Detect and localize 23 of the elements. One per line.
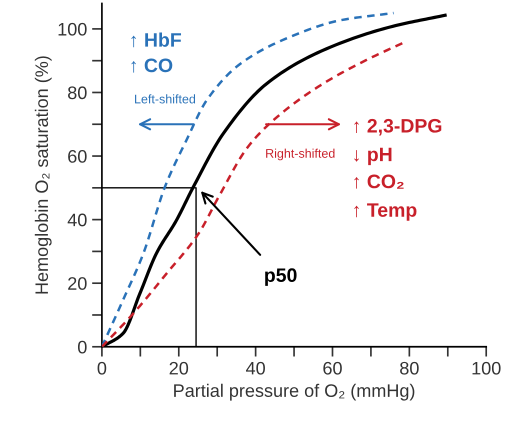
- x-tick-label: 60: [323, 362, 342, 375]
- annotation: Left-shifted: [135, 94, 196, 104]
- annotation: ↑ CO₂: [354, 174, 404, 189]
- annotation: ↑ CO: [131, 58, 172, 73]
- x-tick-label: 40: [246, 362, 265, 375]
- y-tick-label: 20: [68, 277, 87, 290]
- y-tick-label: 40: [68, 214, 87, 226]
- annotation: ↑ HbF: [131, 32, 182, 48]
- y-tick-label: 60: [68, 150, 87, 163]
- annotation: ↓ pH: [354, 148, 392, 166]
- annotation: ↑ 2,3-DPG: [354, 118, 442, 136]
- x-axis-title: Partial pressure of O₂ (mmHg): [174, 384, 414, 401]
- annotation: ↑ Temp: [354, 203, 416, 221]
- annotation: p50: [265, 268, 297, 286]
- annotation: Right-shifted: [266, 148, 334, 160]
- y-tick-label: 0: [78, 340, 87, 354]
- y-axis-title: Hemoglobin O₂ saturation (%): [34, 56, 52, 294]
- x-tick-label: 20: [170, 362, 188, 375]
- x-tick-label: 80: [400, 362, 419, 375]
- y-tick-label: 80: [68, 86, 87, 100]
- y-tick-label: 100: [58, 22, 87, 36]
- x-tick-label: 100: [472, 362, 501, 375]
- x-tick-label: 0: [98, 362, 106, 375]
